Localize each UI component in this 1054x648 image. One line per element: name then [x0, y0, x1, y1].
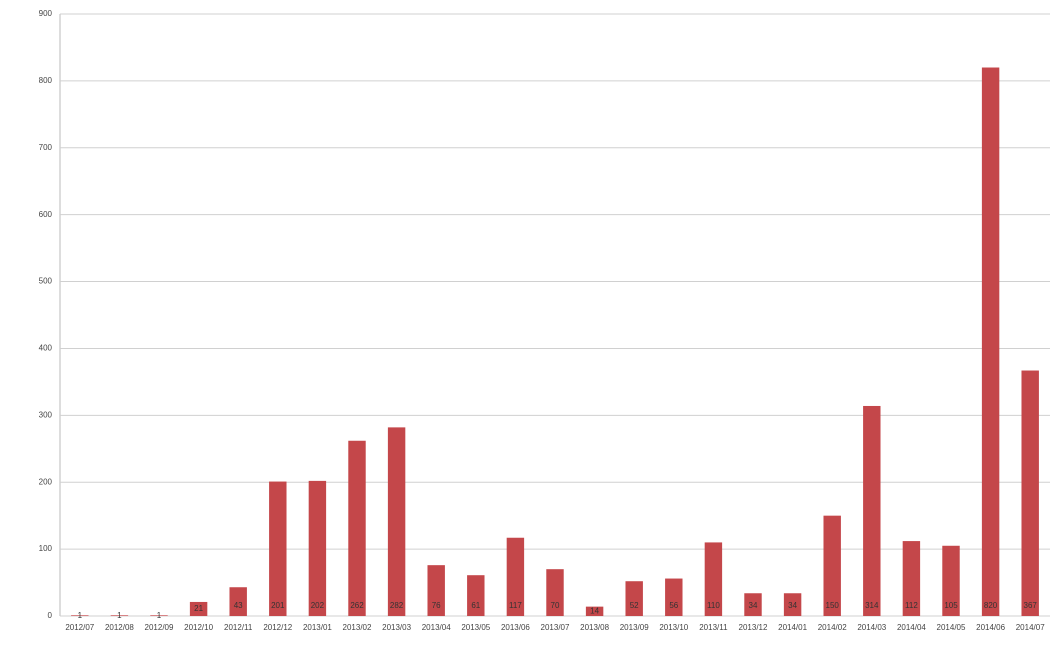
bar [71, 615, 89, 616]
value-label: 105 [944, 601, 958, 610]
value-label: 262 [350, 601, 364, 610]
bar [467, 575, 485, 616]
x-tick-label: 2012/08 [105, 623, 134, 632]
bar [348, 440, 366, 616]
value-label: 34 [788, 601, 797, 610]
bar [942, 545, 960, 616]
x-tick-label: 2013/01 [303, 623, 332, 632]
y-tick-label: 500 [39, 277, 53, 286]
y-tick-label: 300 [39, 410, 53, 419]
value-label: 70 [551, 601, 560, 610]
value-label: 282 [390, 601, 404, 610]
value-label: 43 [234, 601, 243, 610]
bar [902, 541, 921, 616]
x-tick-label: 2014/05 [937, 623, 966, 632]
value-label: 1 [157, 611, 162, 620]
y-tick-label: 100 [39, 544, 53, 553]
x-tick-label: 2013/09 [620, 623, 649, 632]
bar [744, 593, 762, 616]
value-label: 201 [271, 601, 285, 610]
value-label: 61 [471, 601, 480, 610]
x-tick-label: 2013/05 [461, 623, 490, 632]
x-tick-label: 2012/10 [184, 623, 213, 632]
x-tick-label: 2013/07 [541, 623, 570, 632]
x-tick-label: 2013/10 [659, 623, 688, 632]
x-tick-label: 2012/12 [263, 623, 292, 632]
value-label: 1 [78, 611, 83, 620]
value-label: 150 [826, 601, 840, 610]
value-label: 21 [194, 604, 203, 613]
value-label: 14 [590, 606, 599, 615]
bar [110, 615, 129, 616]
value-label: 56 [669, 601, 678, 610]
x-tick-label: 2013/11 [699, 623, 728, 632]
bar [625, 581, 643, 616]
x-tick-label: 2014/03 [857, 623, 886, 632]
value-label: 202 [311, 601, 325, 610]
x-tick-label: 2013/04 [422, 623, 451, 632]
bar [506, 537, 525, 616]
value-label: 117 [509, 601, 522, 610]
bar [665, 578, 683, 616]
bar [823, 515, 841, 616]
x-tick-label: 2012/09 [145, 623, 174, 632]
y-tick-label: 200 [39, 477, 53, 486]
x-tick-label: 2013/02 [343, 623, 372, 632]
y-tick-label: 800 [39, 76, 53, 85]
y-tick-label: 0 [48, 611, 53, 620]
value-label: 820 [984, 601, 998, 610]
bar [585, 606, 604, 616]
x-tick-label: 2013/06 [501, 623, 530, 632]
x-tick-label: 2014/07 [1016, 623, 1045, 632]
y-tick-label: 400 [39, 344, 53, 353]
y-tick-label: 600 [39, 210, 53, 219]
value-label: 1 [117, 611, 122, 620]
value-label: 112 [905, 601, 918, 610]
x-tick-label: 2013/03 [382, 623, 411, 632]
bar [546, 569, 564, 616]
bar [427, 565, 445, 616]
bar [981, 67, 1000, 616]
bar [189, 601, 208, 616]
value-label: 110 [707, 601, 720, 610]
x-tick-label: 2014/06 [976, 623, 1005, 632]
x-tick-label: 2013/12 [739, 623, 768, 632]
x-tick-label: 2014/04 [897, 623, 926, 632]
x-tick-label: 2012/11 [224, 623, 253, 632]
x-tick-label: 2012/07 [65, 623, 94, 632]
y-tick-label: 900 [39, 9, 53, 18]
x-tick-label: 2014/01 [778, 623, 807, 632]
value-label: 34 [749, 601, 758, 610]
bar [269, 481, 287, 616]
bar [150, 615, 168, 616]
bar [863, 405, 881, 616]
bar [704, 542, 723, 616]
x-tick-label: 2014/02 [818, 623, 847, 632]
value-label: 367 [1024, 601, 1038, 610]
bar [1021, 370, 1039, 616]
x-tick-label: 2013/08 [580, 623, 609, 632]
value-label: 314 [865, 601, 879, 610]
bar [229, 587, 247, 616]
bar [783, 593, 802, 616]
bar [387, 427, 406, 616]
bar [308, 480, 327, 616]
value-label: 76 [432, 601, 441, 610]
y-tick-label: 700 [39, 143, 53, 152]
value-label: 52 [630, 601, 639, 610]
